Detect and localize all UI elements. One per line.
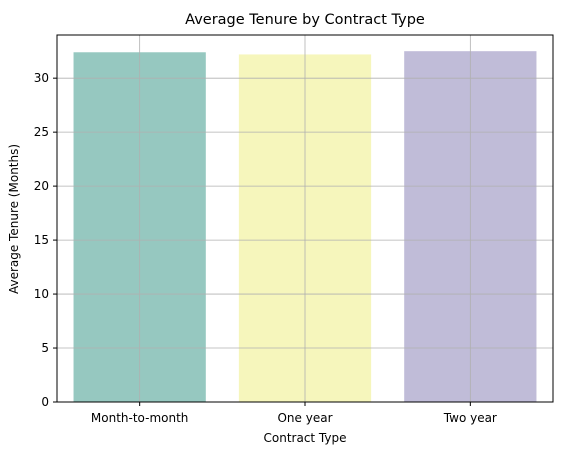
chart-title: Average Tenure by Contract Type <box>185 12 425 28</box>
x-tick-label: One year <box>277 411 332 425</box>
y-tick-label: 20 <box>34 179 49 193</box>
y-tick-label: 15 <box>34 233 49 247</box>
x-tick-label: Month-to-month <box>91 411 189 425</box>
y-tick-label: 30 <box>34 71 49 85</box>
grid-layer <box>57 35 553 403</box>
y-tick-label: 10 <box>34 287 49 301</box>
y-tick-label: 25 <box>34 125 49 139</box>
y-axis-label: Average Tenure (Months) <box>7 144 21 294</box>
axes-layer: 0 5 10 15 20 25 30 Month-to-month One year Two ye… <box>34 34 554 425</box>
x-tick-label: Two year <box>443 411 497 425</box>
y-tick-label: 5 <box>41 341 49 355</box>
y-tick-label: 0 <box>41 395 49 409</box>
x-axis-label: Contract Type <box>264 431 347 445</box>
